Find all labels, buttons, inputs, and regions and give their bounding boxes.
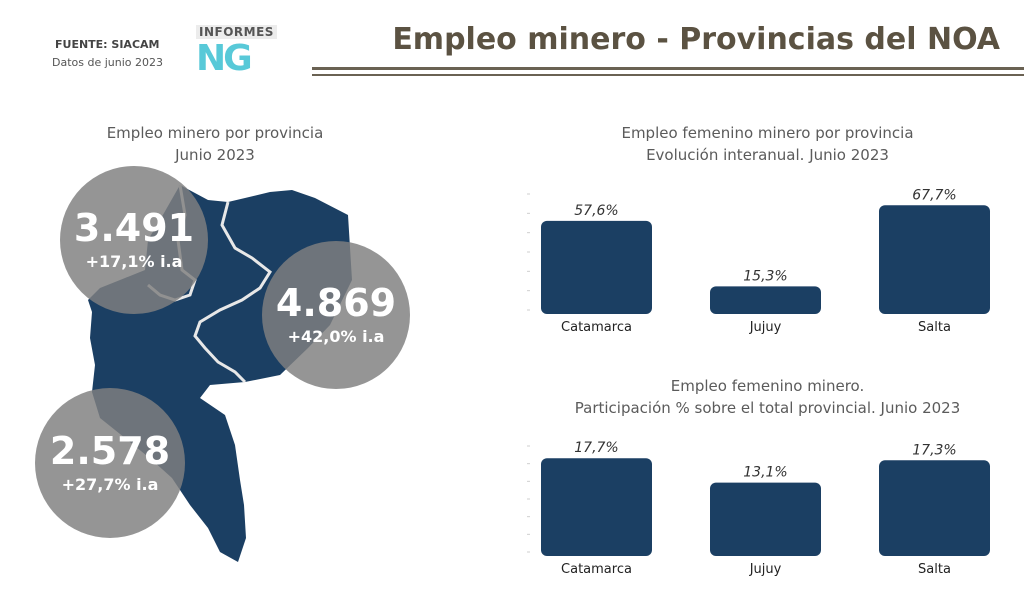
category-label: Catamarca — [561, 562, 632, 577]
bar-catamarca — [541, 220, 652, 314]
logo-text: INFORMES — [196, 25, 277, 39]
data-label: 13,1% — [743, 465, 787, 481]
salta-value: 4.869 — [275, 281, 397, 325]
chart1-svg: 57,6% Catamarca 15,3% Jujuy 67,7% Salta — [527, 187, 990, 335]
jujuy-bubble: 2.578 +27,7% i.a — [35, 388, 185, 538]
chart1-title: Empleo femenino minero por provincia Evo… — [540, 122, 995, 166]
date-label: Datos de junio 2023 — [52, 56, 164, 69]
title-rule-secondary — [312, 74, 1024, 76]
jujuy-value: 2.578 — [49, 429, 171, 473]
chart2-title-line1: Empleo femenino minero. — [670, 377, 865, 395]
data-label: 17,3% — [912, 442, 956, 458]
catamarca-change: +17,1% i.a — [85, 252, 183, 271]
data-label: 17,7% — [574, 440, 618, 456]
map-title-line1: Empleo minero por provincia — [106, 124, 324, 142]
province-border — [193, 201, 272, 384]
bar-jujuy — [710, 482, 821, 556]
logo-mark: NG — [196, 38, 253, 79]
category-label: Salta — [918, 562, 951, 577]
salta-change: +42,0% i.a — [287, 327, 385, 346]
bar-jujuy — [710, 286, 821, 314]
category-label: Salta — [918, 320, 951, 335]
salta-bubble: 4.869 +42,0% i.a — [262, 241, 410, 389]
bar-catamarca — [541, 458, 652, 556]
data-label: 57,6% — [574, 203, 618, 219]
page-title: Empleo minero - Provincias del NOA — [392, 22, 1000, 57]
catamarca-value: 3.491 — [73, 206, 195, 250]
logo: INFORMES NG — [190, 22, 290, 84]
chart1-title-line2: Evolución interanual. Junio 2023 — [646, 146, 889, 164]
chart2-title-line2: Participación % sobre el total provincia… — [574, 399, 961, 417]
title-rule — [312, 67, 1024, 70]
catamarca-bubble: 3.491 +17,1% i.a — [60, 166, 208, 314]
chart2-title: Empleo femenino minero. Participación % … — [520, 375, 1015, 419]
data-label: 67,7% — [912, 187, 956, 203]
category-label: Catamarca — [561, 320, 632, 335]
bar-salta — [879, 205, 990, 314]
category-label: Jujuy — [749, 562, 782, 577]
data-label: 15,3% — [743, 268, 787, 284]
map-title-line2: Junio 2023 — [175, 146, 255, 164]
chart2-svg: 17,7% Catamarca 13,1% Jujuy 17,3% Salta — [527, 440, 990, 577]
bar-salta — [879, 460, 990, 556]
category-label: Jujuy — [749, 320, 782, 335]
jujuy-change: +27,7% i.a — [61, 475, 159, 494]
chart1-title-line1: Empleo femenino minero por provincia — [621, 124, 914, 142]
map-title: Empleo minero por provincia Junio 2023 — [45, 122, 385, 166]
source-label: FUENTE: SIACAM — [55, 38, 160, 51]
